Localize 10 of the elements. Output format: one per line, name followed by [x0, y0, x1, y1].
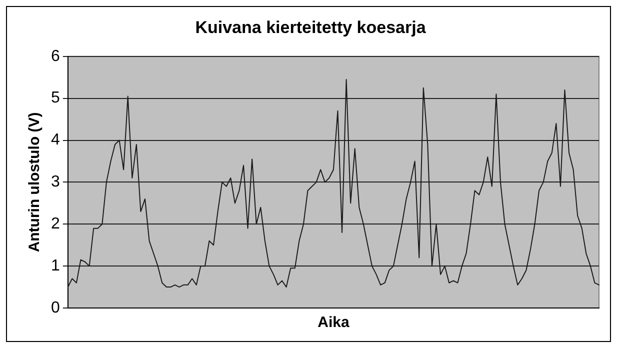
y-tick-label: 2	[50, 216, 60, 233]
y-axis-title: Anturin ulostulo (V)	[26, 112, 44, 252]
y-tick-label: 1	[50, 257, 60, 274]
chart-title: Kuivana kierteitetty koesarja	[195, 18, 426, 37]
y-tick-label: 4	[50, 132, 60, 149]
y-tick-label: 0	[50, 299, 60, 316]
y-tick-label: 6	[50, 48, 60, 65]
x-axis-title: Aika	[318, 314, 350, 332]
y-tick-label: 5	[50, 90, 60, 107]
y-tick-label: 3	[50, 174, 60, 191]
